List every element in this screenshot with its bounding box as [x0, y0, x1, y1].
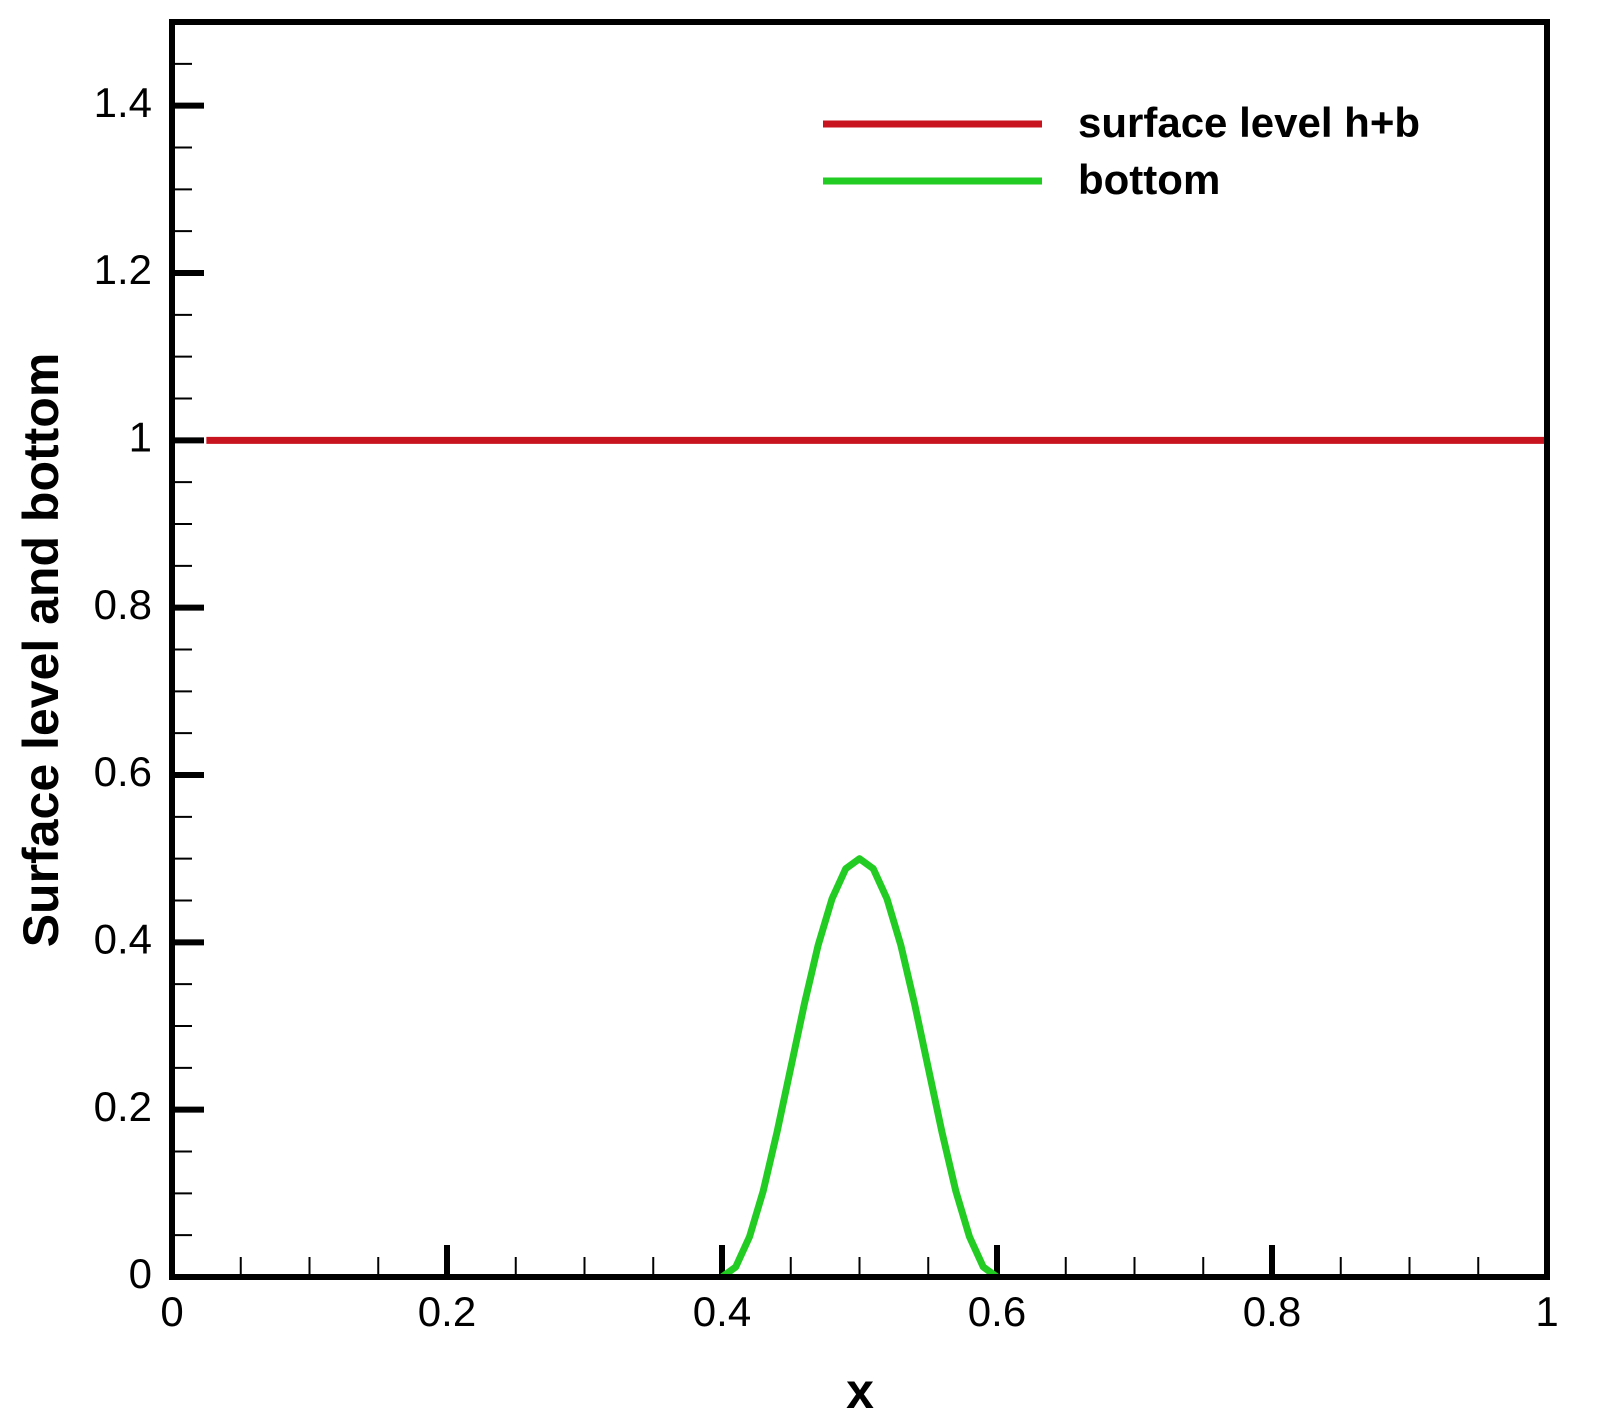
- x-tick-label: 0: [160, 1288, 183, 1335]
- y-tick-label: 0.6: [94, 748, 152, 795]
- y-tick-label: 1.2: [94, 246, 152, 293]
- y-tick-label: 0.4: [94, 915, 152, 962]
- series-line: [719, 855, 1000, 1280]
- legend-label: bottom: [1078, 156, 1220, 203]
- x-tick-label: 0.6: [968, 1288, 1026, 1335]
- x-tick-label: 1: [1535, 1288, 1558, 1335]
- legend-label: surface level h+b: [1078, 99, 1420, 146]
- y-tick-label: 1.4: [94, 79, 152, 126]
- y-tick-label: 0.2: [94, 1083, 152, 1130]
- x-axis-label: x: [846, 1363, 874, 1419]
- x-tick-label: 0.4: [693, 1288, 751, 1335]
- x-tick-label: 0.8: [1243, 1288, 1301, 1335]
- y-axis-label: Surface level and bottom: [13, 353, 69, 948]
- y-tick-label: 0: [129, 1250, 152, 1297]
- plot-frame: [169, 19, 1550, 1280]
- y-tick-label: 1: [129, 413, 152, 460]
- y-tick-label: 0.8: [94, 581, 152, 628]
- x-tick-label: 0.2: [418, 1288, 476, 1335]
